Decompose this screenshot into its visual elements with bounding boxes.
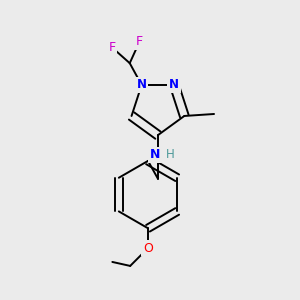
Text: O: O [143, 242, 153, 255]
Text: N: N [150, 148, 160, 161]
Text: F: F [136, 35, 143, 48]
Text: N: N [169, 79, 179, 92]
Text: F: F [108, 41, 116, 54]
Text: N: N [136, 79, 147, 92]
Text: H: H [165, 148, 174, 161]
